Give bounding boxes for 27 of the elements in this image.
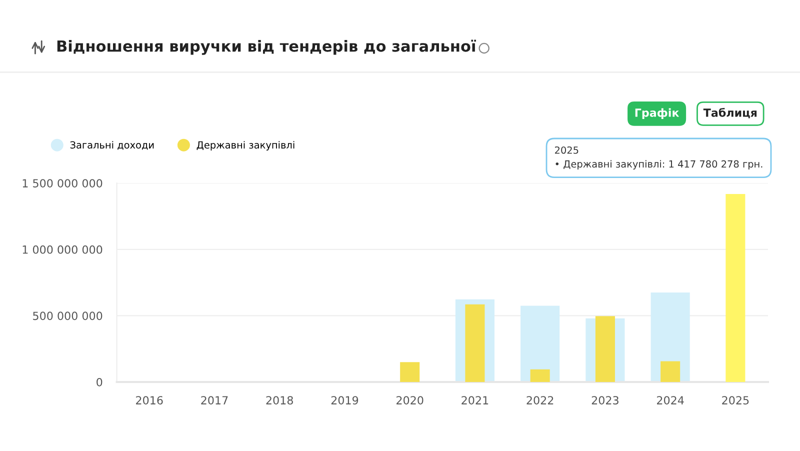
bar: [520, 306, 560, 382]
text: Таблиця: [703, 108, 757, 118]
bar: [595, 316, 615, 382]
x-tick-label: 2020: [396, 396, 424, 404]
bar: [465, 304, 485, 382]
x-tick-label: 2024: [656, 396, 684, 404]
bar: [400, 362, 420, 382]
text: Графік: [635, 108, 680, 120]
y-tick-label: 1 500 000 000: [22, 179, 102, 188]
x-tick-label: 2022: [526, 396, 554, 404]
chart-title: Відношення виручки від тендерів до загальної: [57, 40, 476, 55]
y-tick-label: 500 000 000: [33, 312, 102, 320]
x-tick-label: 2019: [331, 396, 358, 404]
x-tick-label: 2018: [266, 396, 293, 404]
x-tick-label: 2016: [136, 396, 163, 404]
annotation: 2025 • Державні закупівлі: 1 417 780 278 грн.: [554, 146, 762, 170]
bar: [660, 361, 680, 382]
legend-label: Загальні доходи: [70, 141, 154, 150]
legend-label: Державні закупівлі: [196, 141, 294, 150]
y-tick-label: 1 000 000 000: [22, 245, 102, 254]
x-tick-label: 2023: [592, 396, 618, 404]
bar: [530, 369, 550, 382]
x-tick-label: 2021: [462, 396, 488, 404]
bar: [726, 194, 746, 382]
y-tick-label: 0: [96, 378, 102, 386]
x-tick-label: 2017: [201, 396, 228, 404]
x-tick-label: 2025: [722, 396, 749, 404]
